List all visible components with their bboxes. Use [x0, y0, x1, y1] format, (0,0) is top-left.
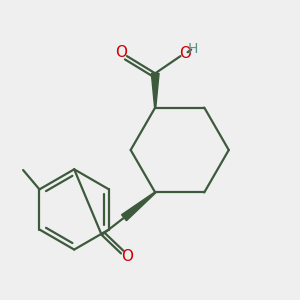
Polygon shape [151, 73, 159, 107]
Text: H: H [188, 42, 198, 56]
Text: O: O [122, 249, 134, 264]
Text: O: O [179, 46, 191, 61]
Text: O: O [116, 45, 128, 60]
Polygon shape [122, 192, 156, 221]
